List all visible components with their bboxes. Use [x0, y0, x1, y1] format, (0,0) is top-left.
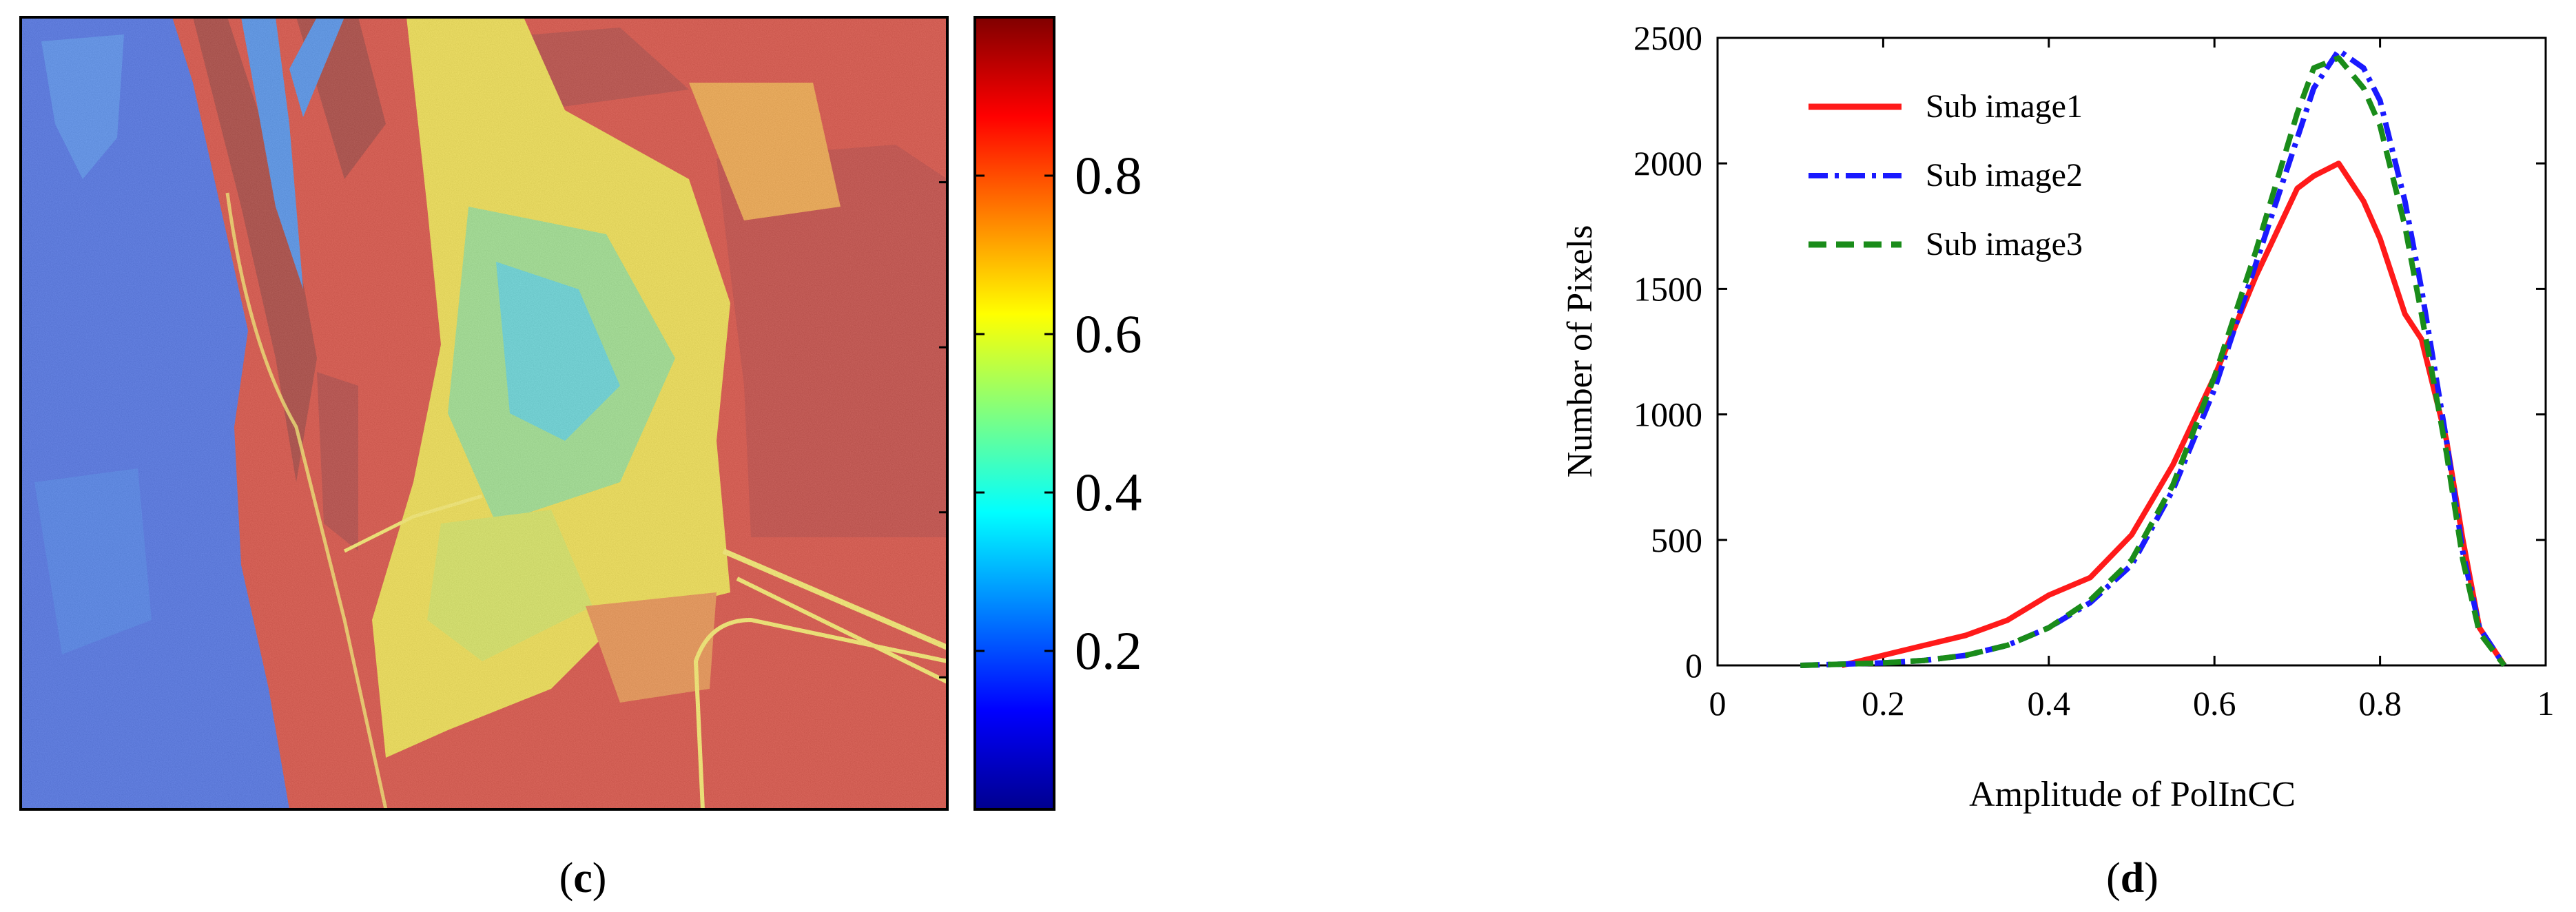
- axis-ticks: 0 0.2 0.4 0.6 0.8 1 0 500 1000 1500 2000 2500: [1634, 19, 2555, 723]
- y-tick-label: 2500: [1634, 19, 1702, 57]
- heatmap-frame-ticks: [939, 181, 947, 678]
- legend-label-sub-image1: Sub image1: [1926, 88, 2083, 125]
- panel-c-label: c: [573, 855, 593, 902]
- colorbar-tick-label: 0.6: [1075, 304, 1142, 364]
- x-tick-label: 0: [1709, 684, 1727, 723]
- panel-c-caption: (c): [559, 855, 607, 902]
- colorbar: 0.2 0.4 0.6 0.8: [973, 16, 1142, 811]
- x-tick-label: 0.8: [2358, 684, 2402, 723]
- y-tick-label: 0: [1685, 646, 1702, 685]
- legend-label-sub-image3: Sub image3: [1926, 226, 2083, 262]
- legend-label-sub-image2: Sub image2: [1926, 157, 2083, 194]
- series-line-sub-image3: [1800, 55, 2507, 668]
- heatmap-image: [21, 17, 947, 809]
- panel-c-heatmap: 0.2 0.4 0.6 0.8 (c): [19, 16, 1142, 902]
- panel-d-caption: (d): [2106, 855, 2158, 902]
- series-line-sub-image2: [1800, 48, 2507, 668]
- colorbar-tick-label: 0.4: [1075, 462, 1142, 522]
- y-tick-label: 1000: [1634, 395, 1702, 434]
- panel-d-label: d: [2121, 855, 2144, 902]
- y-tick-label: 1500: [1634, 269, 1702, 308]
- series-lines: [1800, 48, 2507, 668]
- legend: Sub image1 Sub image2 Sub image3: [1809, 88, 2083, 262]
- y-tick-label: 500: [1651, 521, 1702, 559]
- x-tick-label: 0.4: [2028, 684, 2071, 723]
- colorbar-ticks: 0.2 0.4 0.6 0.8: [975, 145, 1142, 681]
- colorbar-gradient: [973, 16, 1055, 811]
- y-axis-label: Number of Pixels: [1560, 225, 1600, 478]
- x-tick-label: 0.2: [1862, 684, 1905, 723]
- plot-area-frame: [1716, 37, 2547, 667]
- x-axis-label: Amplitude of PolInCC: [1969, 775, 2296, 814]
- heatmap-frame: [19, 16, 949, 811]
- y-tick-label: 2000: [1634, 144, 1702, 183]
- series-line-sub-image1: [1841, 160, 2507, 668]
- colorbar-tick-label: 0.8: [1075, 145, 1142, 205]
- x-tick-label: 0.6: [2193, 684, 2236, 723]
- panel-d-line-chart: 0 0.2 0.4 0.6 0.8 1 0 500 1000 1500 2000 2500 Sub i…: [1560, 19, 2555, 902]
- x-tick-label: 1: [2537, 684, 2555, 723]
- colorbar-tick-label: 0.2: [1075, 621, 1142, 681]
